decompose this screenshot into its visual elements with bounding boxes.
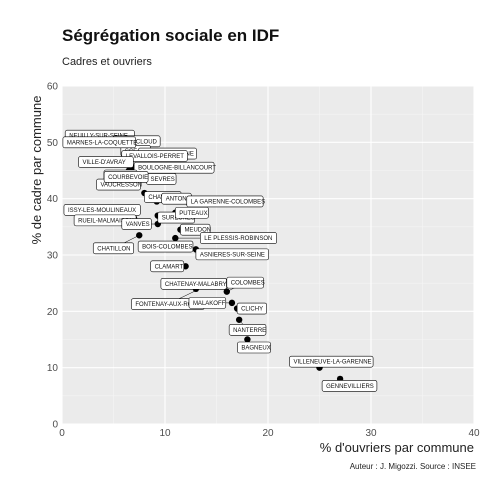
point-label: LEVALLOIS-PERRET [121, 150, 188, 162]
data-point [228, 299, 236, 307]
point-label-box [62, 136, 137, 149]
point-label: COURBEVOIE [103, 171, 149, 183]
point-label-text: SURESNES [162, 216, 195, 222]
x-tick-label: 30 [365, 428, 377, 439]
point-label-text: LE PLESSIS-ROBINSON [204, 236, 272, 242]
point-label-box [121, 150, 188, 162]
point-labels: NEUILLY-SUR-SEINESAINT-CLOUDSCEAUXBOURG-… [62, 129, 378, 392]
point-label-text: CHATENAY-MALABRY [165, 282, 227, 288]
point-label-text: MALAKOFF [193, 301, 226, 307]
point-label-box [321, 380, 378, 392]
data-point [223, 288, 230, 295]
y-tick-label: 10 [47, 363, 59, 374]
point-label-text: ANTONY [166, 197, 191, 203]
point-label-text: MARNES-LA-COQUETTE [67, 140, 137, 146]
y-tick-label: 30 [47, 251, 59, 262]
point-label-box [289, 355, 374, 368]
point-label-text: ISSY-LES-MOULINEAUX [68, 208, 136, 214]
x-tick-label: 40 [468, 428, 480, 439]
point-label: PUTEAUX [175, 206, 209, 219]
point-label: CLICHY [236, 302, 268, 315]
data-point [172, 234, 179, 242]
point-label-text: FONTENAY-AUX-ROSES [135, 302, 204, 308]
point-label-text: BOULOGNE-BILLANCOURT [138, 166, 216, 172]
point-label: VANVES [121, 218, 152, 230]
x-axis-label: % d'ouvriers par commune [320, 440, 474, 455]
point-label-text: SAINT-CLOUD [117, 139, 158, 145]
x-tick-label: 20 [262, 428, 274, 439]
point-label: COLOMBES [226, 276, 265, 289]
point-label: VILLENEUVE-LA-GARENNE [289, 355, 374, 368]
data-point [244, 336, 251, 343]
point-label-box [137, 240, 194, 253]
data-point [235, 316, 243, 323]
point-label-box [200, 232, 278, 244]
x-tick-label: 0 [59, 428, 65, 439]
chart-title: Ségrégation sociale en IDF [62, 26, 280, 45]
y-tick-labels: 0 10 20 30 40 50 60 [47, 82, 59, 431]
point-label: NANTERRE [228, 323, 267, 336]
y-tick-label: 60 [47, 82, 59, 93]
chart-subtitle: Cadres et ouvriers [62, 56, 152, 68]
point-label: BOIS-COLOMBES [137, 240, 194, 253]
point-label: MALAKOFF [188, 297, 227, 309]
x-tick-labels: 0 10 20 30 40 [59, 428, 480, 439]
point-label-text: PUTEAUX [179, 211, 207, 217]
point-label-text: LA GARENNE-COLOMBES [191, 199, 265, 205]
point-label: CLAMART [150, 260, 185, 273]
point-label-text: CLICHY [241, 307, 263, 313]
point-label-text: RUEIL-MALMAISON [78, 218, 134, 224]
y-axis-label: % de cadre par commune [29, 96, 44, 245]
point-label-box [188, 297, 227, 309]
point-label: VILLE-D'AVRAY [78, 156, 134, 168]
point-label-text: VANVES [126, 222, 150, 228]
point-label-box [228, 323, 267, 336]
y-tick-label: 20 [47, 307, 59, 318]
point-label-box [175, 206, 209, 219]
y-tick-label: 40 [47, 194, 59, 205]
point-label-text: CHATILLON [97, 246, 130, 252]
point-label-text: COURBEVOIE [108, 175, 148, 181]
point-label-text: NANTERRE [233, 328, 266, 334]
point-label-text: BOIS-COLOMBES [142, 245, 192, 251]
point-label-box [92, 242, 134, 255]
point-label-text: COLOMBES [231, 281, 265, 287]
point-label-text: ASNIERES-SUR-SEINE [200, 252, 265, 258]
point-label-box [236, 302, 268, 315]
point-label-box [78, 156, 134, 168]
point-label-text: VAUCRESSON [100, 183, 142, 189]
point-label-box [195, 248, 269, 261]
point-label: MARNES-LA-COQUETTE [62, 136, 137, 149]
point-label: GENNEVILLIERS [321, 380, 378, 392]
chart-caption: Auteur : J. Migozzi. Source : INSEE [349, 462, 476, 471]
point-label-box [237, 341, 271, 354]
point-label: LA GARENNE-COLOMBES [186, 195, 265, 208]
point-label: SEVRES [146, 173, 177, 185]
point-label: BAGNEUX [237, 341, 271, 354]
point-label: LE PLESSIS-ROBINSON [200, 232, 278, 244]
data-point [136, 232, 143, 239]
point-label-text: VILLENEUVE-LA-GARENNE [294, 360, 372, 366]
point-label-box [150, 260, 185, 273]
point-label-text: GENNEVILLIERS [326, 384, 374, 390]
point-label-text: LEVALLOIS-PERRET [126, 154, 185, 160]
x-tick-label: 10 [159, 428, 171, 439]
point-label-box [103, 171, 149, 183]
point-label-box [186, 195, 264, 208]
point-label-text: CLAMART [155, 264, 184, 270]
point-label-box [226, 276, 264, 289]
point-label: ASNIERES-SUR-SEINE [195, 248, 269, 261]
point-label-text: SEVRES [150, 177, 174, 183]
point-label-box [121, 218, 152, 230]
y-tick-label: 50 [47, 138, 59, 149]
point-label: CHATILLON [92, 242, 134, 255]
point-label: BOULOGNE-BILLANCOURT [133, 161, 216, 174]
point-label-text: MEUDON [184, 228, 211, 234]
y-tick-label: 0 [52, 420, 58, 431]
point-label-text: BAGNEUX [241, 346, 270, 352]
point-label: ISSY-LES-MOULINEAUX [63, 204, 141, 216]
point-label-text: VILLE-D'AVRAY [83, 160, 126, 166]
point-label: CHATENAY-MALABRY [160, 277, 227, 290]
